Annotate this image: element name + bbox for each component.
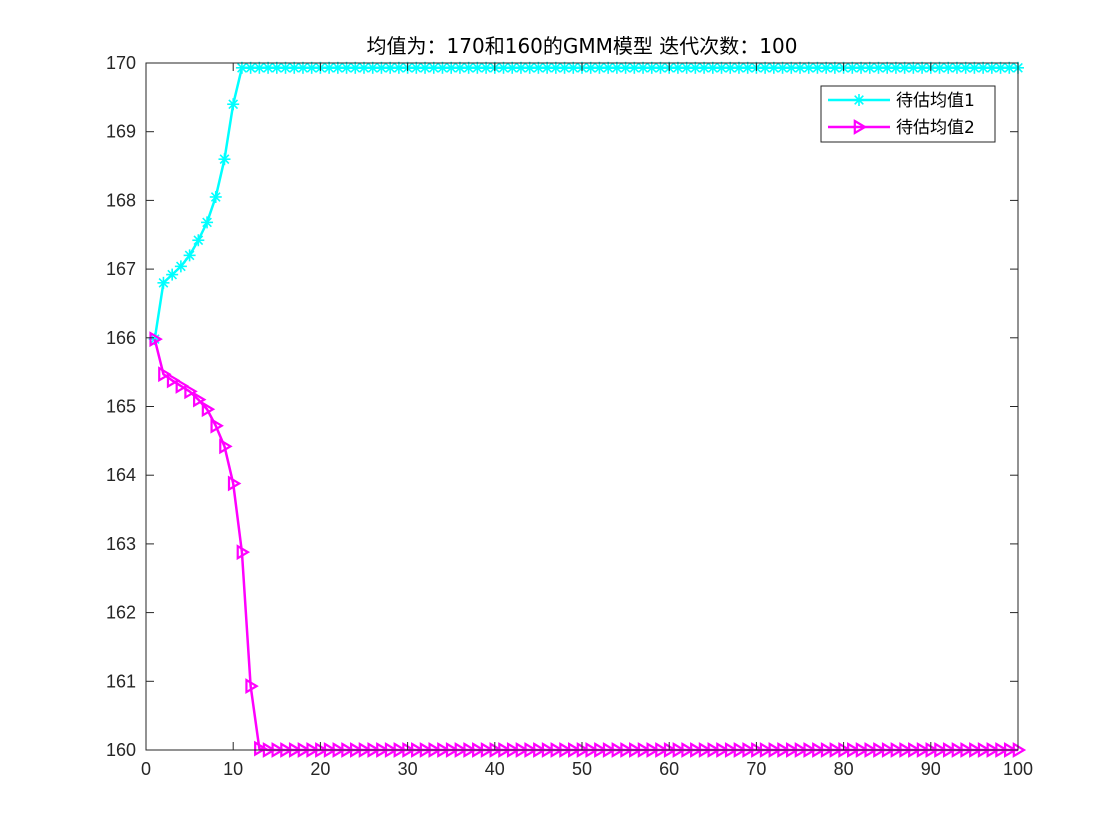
series-1-point [253,61,266,74]
y-tick-label: 167 [106,259,136,279]
series-2-point [166,372,181,389]
series-1-point [192,234,205,247]
series-2-point [254,740,268,757]
x-tick-label: 80 [834,759,854,779]
y-tick-label: 160 [106,740,136,760]
series-1-point [270,61,283,74]
series-1-point [183,249,196,262]
series-1-point [166,268,179,281]
series-2-point [245,678,259,695]
chart-title: 均值为：170和160的GMM模型 迭代次数：100 [367,34,798,58]
y-tick-label: 170 [106,53,136,73]
legend-marker-1 [853,94,865,106]
series-1-point [567,61,580,74]
series-1-point [174,260,187,273]
series-1-point [201,216,214,229]
series-1-point [227,98,240,111]
series-2-point [201,401,216,418]
series-1-point [785,61,798,74]
series-1-point [384,61,397,74]
legend-marker-series-1 [853,94,865,106]
series-1-point [218,153,231,166]
y-tick-label: 168 [106,190,136,210]
series-2-point [210,417,224,434]
legend-label-series-2: 待估均值2 [896,118,975,138]
legend-marker-series-2 [853,119,868,135]
x-tick-label: 60 [659,759,679,779]
x-tick-label: 90 [921,759,941,779]
legend-box [820,85,996,143]
series-1-point [959,61,972,74]
series-2-point [158,366,172,383]
series-1-point [942,61,955,74]
series-1-point [767,61,780,74]
x-tick-label: 10 [223,759,243,779]
series-1-point [157,276,170,289]
y-tick-label: 165 [106,397,136,417]
ticks-layer: 0 10 20 30 40 50 60 70 80 90 100 160 161 162 163 164 165… [106,53,1033,779]
series-1-point [349,61,362,74]
x-tick-label: 50 [572,759,592,779]
series-2-point [175,377,190,394]
legend-label-series-1: 待估均值1 [896,91,975,111]
series-2-point [149,331,163,348]
series-1-point [741,61,754,74]
y-tick-label: 161 [106,671,136,691]
series-1-point [811,61,824,74]
x-tick-label: 40 [485,759,505,779]
legend: 待估均值1 待估均值2 [820,85,996,143]
y-tick-label: 163 [106,534,136,554]
y-tick-label: 164 [106,465,136,485]
series-1-point [471,61,484,74]
x-tick-label: 0 [141,759,151,779]
x-tick-label: 100 [1003,759,1033,779]
series-1-point [654,61,667,74]
series-1-point [828,61,841,74]
x-tick-label: 70 [746,759,766,779]
series-1-point [366,61,379,74]
legend-marker-2 [853,119,868,135]
series-1-point [645,61,658,74]
x-tick-label: 20 [310,759,330,779]
series-1-point [288,61,301,74]
series-1-point [994,61,1007,74]
series-1-point [410,61,423,74]
y-tick-label: 162 [106,603,136,623]
series-2-point [236,544,251,561]
series-1-point [610,61,623,74]
y-tick-label: 169 [106,122,136,142]
axes-background [146,63,1018,750]
y-tick-label: 166 [106,328,136,348]
series-2-point [184,383,198,400]
series-2-point [193,391,207,408]
series-1-point [916,61,929,74]
series-1-point [881,61,894,74]
series-2-point [219,438,233,455]
series-2-point [227,475,242,492]
series-1-point [209,190,222,203]
x-tick-label: 30 [398,759,418,779]
